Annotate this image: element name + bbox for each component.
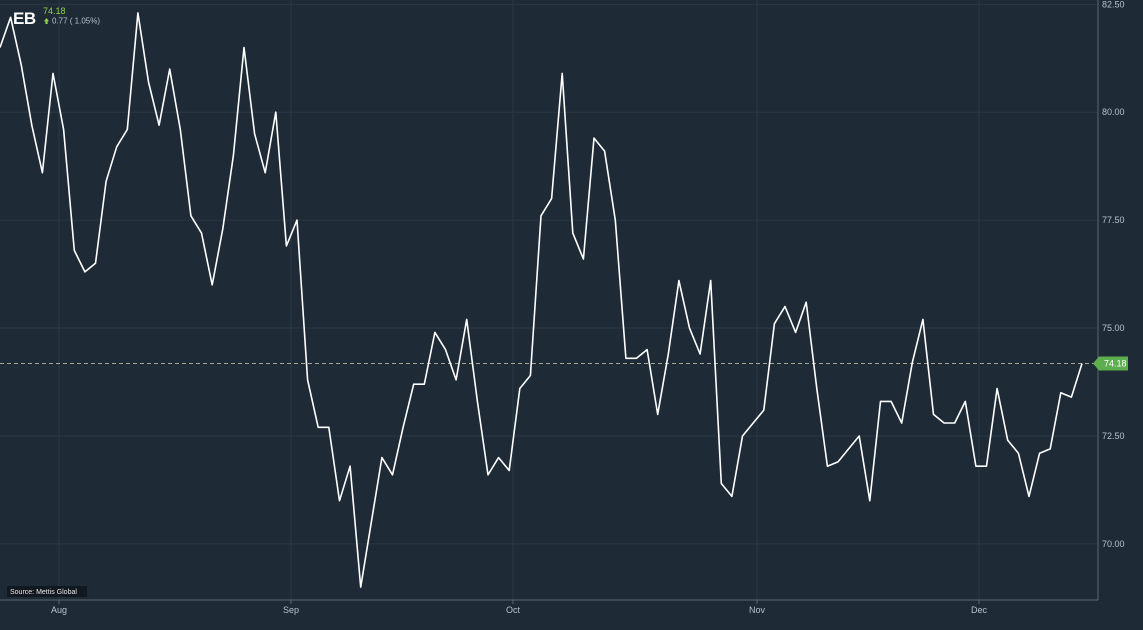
y-tick-label: 75.00: [1102, 323, 1125, 333]
price-change: 0.77 ( 1.05%): [52, 17, 100, 26]
up-arrow-icon: [44, 18, 49, 24]
series-line: [0, 12, 1083, 588]
y-tick-label: 72.50: [1102, 431, 1125, 441]
source-label: Source: Mettis Global: [10, 589, 77, 596]
y-tick-label: 70.00: [1102, 539, 1125, 549]
ticker-symbol: EB: [13, 9, 36, 28]
x-tick-label: Oct: [506, 605, 521, 615]
last-price: 74.18: [43, 6, 66, 16]
x-tick-label: Sep: [283, 605, 299, 615]
y-tick-label: 80.00: [1102, 107, 1125, 117]
x-tick-label: Nov: [749, 605, 766, 615]
source-label-background: [7, 586, 87, 597]
x-tick-labels: Aug Sep Oct Nov Dec: [51, 605, 988, 615]
x-tick-label: Dec: [971, 605, 988, 615]
grid: [0, 0, 1098, 604]
price-tag-label: 74.18: [1104, 359, 1127, 369]
last-price-tag: 74.18: [1093, 356, 1128, 371]
y-tick-labels: 70.00 72.50 75.00 77.50 80.00 82.50: [1102, 0, 1125, 549]
y-tick-label: 77.50: [1102, 215, 1125, 225]
x-tick-label: Aug: [51, 605, 67, 615]
axes: [0, 0, 1099, 601]
y-tick-label: 82.50: [1102, 0, 1125, 9]
price-tag-shape: [1093, 356, 1128, 371]
series-group: [0, 12, 1083, 588]
